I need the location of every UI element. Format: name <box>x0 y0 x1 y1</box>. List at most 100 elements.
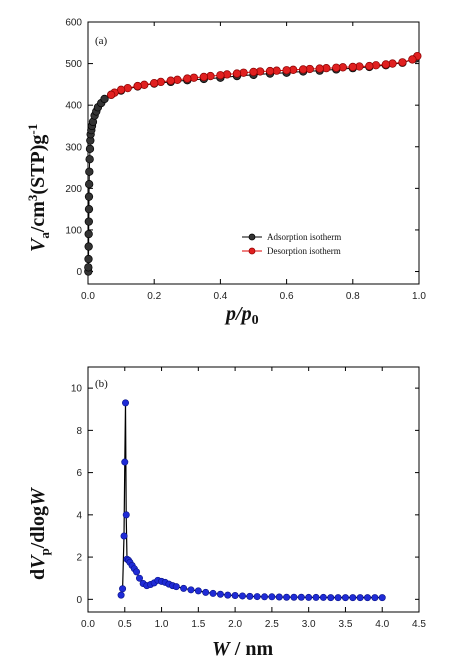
pore-data-point <box>133 568 141 576</box>
panel-a-x-ticks: 0.0 0.2 0.4 0.6 0.8 1.0 <box>81 22 426 302</box>
panel-a-x-title-p: p <box>224 303 236 325</box>
data-point-adsorption <box>85 144 95 153</box>
data-point-desorption <box>140 80 149 89</box>
data-point-adsorption <box>84 204 94 214</box>
data-point-adsorption <box>85 180 94 189</box>
pore-data-point <box>216 590 224 598</box>
data-point-adsorption <box>84 242 93 251</box>
pore-data-point <box>378 594 386 602</box>
panel-b-x-ticks: 0.0 0.5 1.0 1.5 2.0 2.5 3.0 3.5 4.0 4.5 <box>81 367 426 630</box>
pore-data-point <box>122 399 130 407</box>
data-point-desorption <box>107 90 116 99</box>
data-point-desorption <box>156 77 165 87</box>
panel-b-y-ticks: 0 2 4 6 8 10 <box>71 384 419 606</box>
panel-b-y-tick-label: 8 <box>76 426 82 437</box>
panel-a-series <box>84 51 422 276</box>
data-point-adsorption <box>84 254 93 264</box>
legend-label-desorption: Desorption isotherm <box>267 246 341 256</box>
panel-b-y-title-rest: /dlog <box>27 506 49 549</box>
pore-data-point <box>120 532 128 540</box>
panel-b-x-title-rest: / nm <box>230 638 274 660</box>
panel-b-x-tick-label: 1.0 <box>155 619 169 630</box>
pore-data-point <box>364 594 372 602</box>
data-point-adsorption <box>84 192 94 201</box>
pore-data-point <box>275 593 283 601</box>
panel-a-x-title-slash: / <box>234 303 244 325</box>
panel-b-y-tick-label: 6 <box>76 468 82 479</box>
panel-b-x-title-w: W <box>212 638 231 660</box>
panel-a-x-title-sub: 0 <box>252 313 259 328</box>
legend-label-adsorption: Adsorption isotherm <box>267 232 341 242</box>
panel-b-x-tick-label: 3.0 <box>302 619 316 630</box>
pore-data-point <box>356 594 364 602</box>
legend-marker-adsorption <box>248 233 256 241</box>
pore-data-point <box>238 592 246 600</box>
pore-data-point <box>209 589 217 597</box>
pore-data-point <box>334 594 342 602</box>
pore-data-point <box>253 593 261 601</box>
data-point-adsorption <box>84 263 93 272</box>
pore-data-point <box>202 588 210 596</box>
panel-b-y-title-v: V <box>27 554 49 569</box>
pore-data-point <box>187 586 195 594</box>
panel-a-y-tick-label: 400 <box>65 101 82 112</box>
panel-a-x-tick-label: 0.0 <box>81 291 95 302</box>
data-point-desorption <box>166 76 175 85</box>
panel-b-series <box>117 399 386 602</box>
panel-a-x-tick-label: 0.6 <box>280 291 294 302</box>
panel-b-frame <box>87 366 420 613</box>
panel-a-y-tick-label: 500 <box>65 59 82 70</box>
data-point-desorption <box>365 61 374 71</box>
panel-b-x-tick-label: 2.5 <box>265 619 279 630</box>
panel-b-x-tick-label: 0.0 <box>81 619 95 630</box>
panel-b: (b) 0.0 0.5 1.0 1.5 2.0 2.5 3.0 3.5 4.0 4.5 0 2 4 6 8… <box>27 366 426 660</box>
pore-data-point <box>135 574 143 582</box>
panel-a-y-title-rest2: (STP)g <box>27 135 49 195</box>
data-point-adsorption <box>84 229 93 239</box>
panel-a-y-tick-label: 100 <box>65 225 82 236</box>
data-point-adsorption <box>85 167 94 176</box>
data-point-desorption <box>348 62 357 72</box>
pore-data-point <box>327 594 335 602</box>
data-point-desorption <box>249 67 258 77</box>
data-point-desorption <box>150 78 159 88</box>
data-point-desorption <box>332 63 341 72</box>
panel-a-y-tick-label: 0 <box>76 267 82 278</box>
panel-b-label: (b) <box>95 378 108 390</box>
data-point-desorption <box>183 74 192 83</box>
panel-a-y-title-sup2: -1 <box>25 124 40 135</box>
data-point-desorption <box>133 81 142 91</box>
panel-b-x-tick-label: 0.5 <box>118 619 132 630</box>
panel-b-x-tick-label: 2.0 <box>228 619 242 630</box>
pore-data-point <box>283 593 291 601</box>
panel-a: (a) 0.0 0.2 0.4 0.6 0.8 1.0 0 100 200 300 400 500 6… <box>25 18 426 329</box>
panel-a-label: (a) <box>95 35 108 47</box>
pore-data-point <box>121 458 129 466</box>
panel-b-y-title-w: W <box>27 487 49 506</box>
panel-b-y-tick-label: 10 <box>71 384 83 395</box>
panel-a-y-ticks: 0 100 200 300 400 500 600 <box>65 18 419 278</box>
pore-data-point <box>224 591 232 599</box>
panel-a-frame <box>87 21 420 285</box>
pore-data-point <box>122 511 130 519</box>
panel-b-x-tick-label: 4.5 <box>412 619 426 630</box>
data-point-desorption <box>265 66 275 76</box>
panel-a-x-title-p2: p <box>240 303 252 325</box>
pore-data-point <box>119 585 127 593</box>
data-point-desorption <box>381 60 391 69</box>
pore-data-point <box>319 593 327 601</box>
pore-data-point <box>180 584 188 592</box>
panel-b-y-title-d: d <box>27 569 49 580</box>
data-point-adsorption <box>84 217 93 226</box>
data-point-desorption <box>398 58 407 67</box>
panel-a-y-title-rest1: /cm <box>27 201 49 233</box>
panel-b-x-tick-label: 4.0 <box>375 619 389 630</box>
panel-a-x-tick-label: 0.8 <box>346 291 360 302</box>
panel-b-x-tick-label: 3.5 <box>338 619 352 630</box>
pore-data-point <box>172 583 180 591</box>
pore-distribution-line <box>120 402 383 599</box>
pore-data-point <box>117 591 125 599</box>
panel-a-y-title-sub: a <box>37 232 52 239</box>
data-point-desorption <box>232 69 242 78</box>
pore-data-point <box>231 592 239 600</box>
